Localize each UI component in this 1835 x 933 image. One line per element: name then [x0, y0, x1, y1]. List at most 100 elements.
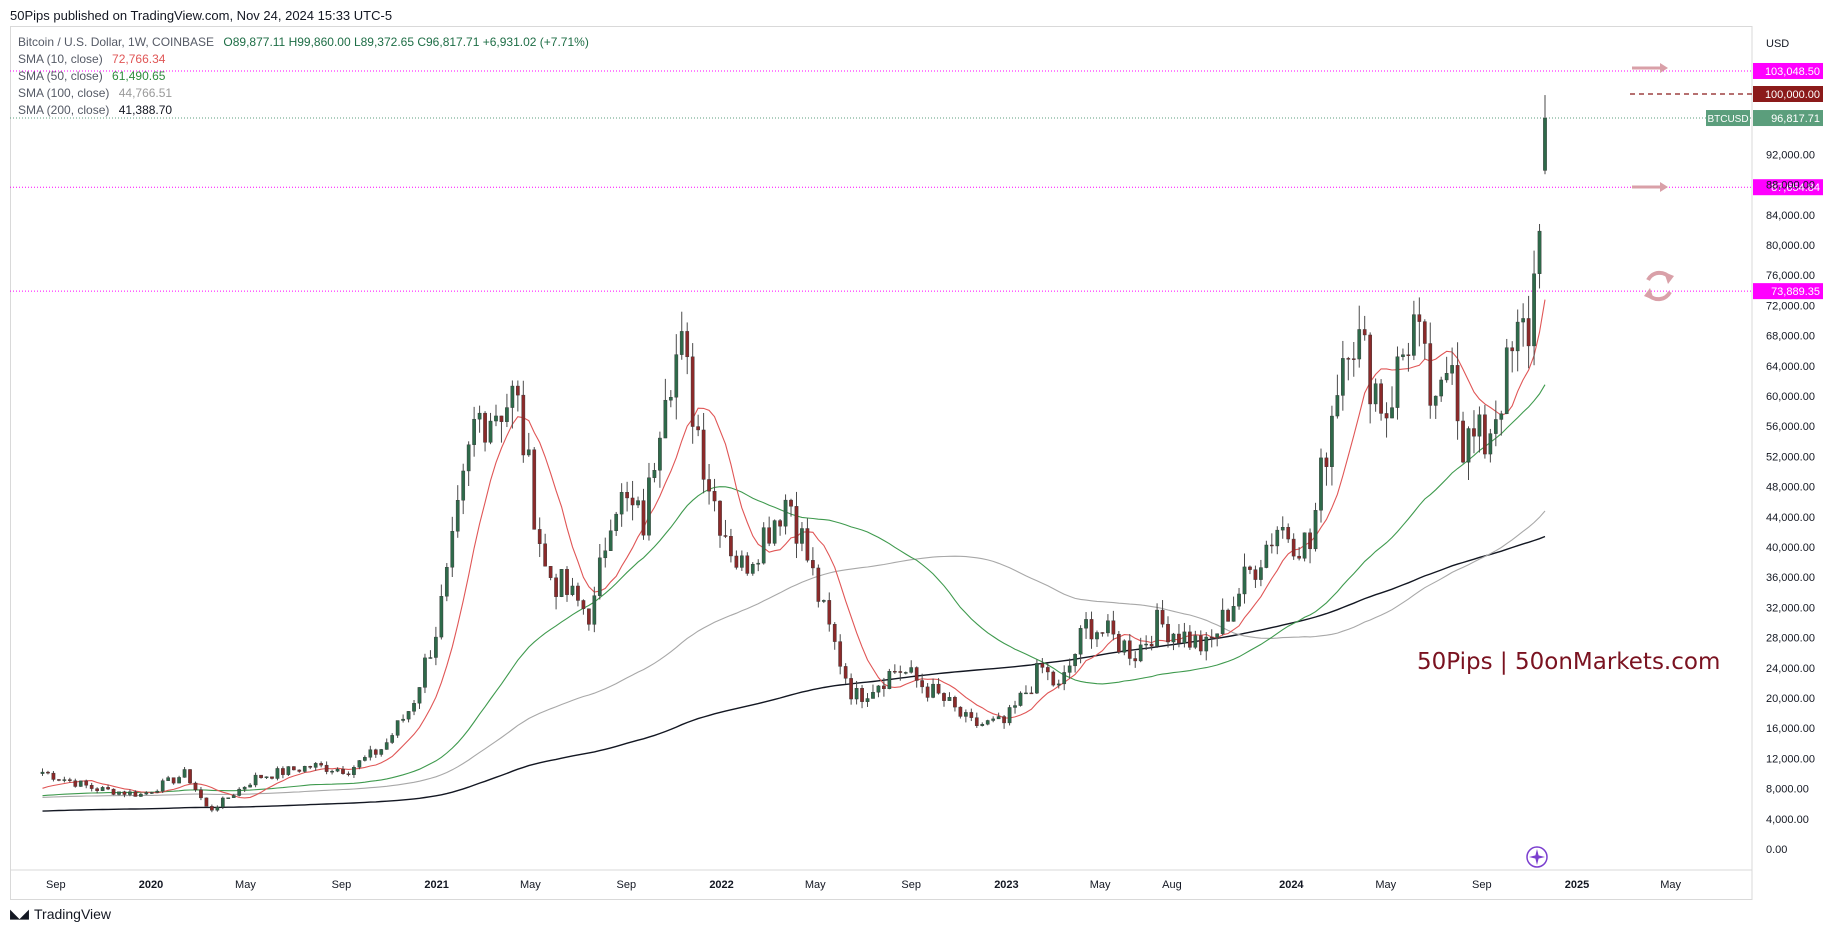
candle-body: [346, 773, 351, 775]
candle-body: [1149, 643, 1154, 647]
candle-body: [128, 791, 132, 795]
candle-body: [89, 785, 94, 789]
candle-body: [581, 600, 586, 609]
candle-body: [909, 667, 914, 673]
candle-body: [1417, 314, 1422, 322]
candle-body: [548, 566, 553, 578]
candle-body: [100, 787, 105, 792]
candle-body: [772, 520, 777, 544]
candle-body: [390, 735, 395, 743]
candle-body: [1040, 663, 1045, 668]
legend: Bitcoin / U.S. Dollar, 1W, COINBASE O89,…: [18, 34, 589, 119]
time-tick-label: May: [520, 879, 541, 891]
sma-100-line[interactable]: [42, 510, 1546, 798]
candle-body: [341, 768, 345, 774]
candle-body: [903, 672, 908, 674]
time-tick-label: May: [235, 879, 256, 891]
legend-sma-200[interactable]: SMA (200, close) 41,388.70: [18, 102, 589, 119]
legend-sma-10[interactable]: SMA (10, close) 72,766.34: [18, 51, 589, 68]
time-tick-label: 2020: [139, 879, 163, 891]
legend-sma-label: SMA (50, close): [18, 69, 103, 83]
tradingview-logo-icon: ◣◢: [10, 906, 29, 921]
legend-sma-value: 41,388.70: [118, 103, 173, 117]
sma-200-line[interactable]: [42, 535, 1546, 812]
candle-body: [1510, 347, 1515, 352]
time-tick-label: 2021: [424, 879, 448, 891]
candle-body: [363, 757, 367, 761]
legend-sma-50[interactable]: SMA (50, close) 61,490.65: [18, 68, 589, 85]
candle-body: [510, 385, 515, 408]
time-tick-label: Aug: [1162, 879, 1182, 891]
price-tick-label: 20,000.00: [1766, 693, 1815, 705]
candle-body: [1286, 527, 1291, 540]
candle-body: [1095, 632, 1099, 640]
candle-body: [210, 806, 214, 811]
candle-body: [1209, 636, 1214, 639]
price-axis-bg[interactable]: [1752, 26, 1825, 900]
candle-body: [1007, 707, 1012, 724]
sma-50-line[interactable]: [42, 384, 1546, 797]
candle-body: [1242, 566, 1247, 595]
candle-body: [565, 569, 569, 595]
candle-body: [1335, 395, 1340, 417]
candle-body: [543, 543, 547, 567]
candle-body: [685, 331, 690, 358]
candle-body: [95, 788, 99, 792]
candle-body: [898, 671, 903, 673]
candle-body: [499, 415, 504, 422]
candle-body: [712, 490, 717, 502]
legend-symbol: Bitcoin / U.S. Dollar, 1W, COINBASE: [18, 35, 215, 49]
candle-body: [46, 771, 50, 774]
level-price-tag: [1753, 179, 1823, 196]
candles: [40, 95, 1547, 813]
candle-body: [1133, 658, 1138, 662]
legend-symbol-row: Bitcoin / U.S. Dollar, 1W, COINBASE O89,…: [18, 34, 589, 51]
candle-body: [1280, 527, 1285, 531]
candle-body: [231, 795, 236, 798]
candle-body: [756, 562, 761, 565]
candle-body: [1198, 635, 1203, 652]
time-tick-label: 2022: [709, 879, 733, 891]
sma-10-line[interactable]: [42, 299, 1546, 799]
time-tick-label: May: [1660, 879, 1681, 891]
annotations: [1526, 63, 1674, 868]
candle-body: [882, 685, 886, 690]
candle-body: [576, 585, 580, 601]
time-tick-label: 2025: [1565, 879, 1589, 891]
candle-body: [417, 687, 422, 704]
candle-body: [1461, 420, 1465, 463]
candle-body: [1395, 356, 1400, 408]
candle-body: [1532, 273, 1536, 347]
candle-body: [1472, 428, 1476, 437]
candle-body: [778, 520, 782, 527]
candle-body: [324, 764, 329, 772]
candle-body: [1062, 672, 1067, 685]
candle-body: [740, 555, 744, 568]
compass-icon[interactable]: [1526, 846, 1548, 868]
candle-body: [750, 563, 755, 574]
candle-body: [701, 429, 706, 480]
candle-body: [614, 513, 619, 531]
price-tick-label: 56,000.00: [1766, 421, 1815, 433]
candle-body: [1188, 631, 1192, 648]
candle-body: [1477, 414, 1482, 437]
price-tick-label: 84,000.00: [1766, 210, 1815, 222]
footer-brand[interactable]: ◣◢ TradingView: [10, 906, 111, 922]
time-tick-label: Sep: [617, 879, 637, 891]
candle-body: [1362, 329, 1367, 336]
candle-body: [608, 530, 613, 551]
legend-sma-label: SMA (100, close): [18, 86, 110, 100]
candle-body: [734, 555, 739, 568]
candle-body: [1275, 529, 1280, 547]
candle-body: [767, 527, 772, 544]
candle-body: [313, 763, 318, 768]
candle-body: [969, 712, 974, 718]
candle-body: [1521, 318, 1525, 323]
candle-body: [1330, 415, 1334, 467]
candle-body: [1193, 635, 1198, 648]
legend-sma-100[interactable]: SMA (100, close) 44,766.51: [18, 85, 589, 102]
candle-body: [827, 600, 832, 625]
candle-body: [668, 396, 673, 401]
candle-body: [1526, 318, 1531, 347]
